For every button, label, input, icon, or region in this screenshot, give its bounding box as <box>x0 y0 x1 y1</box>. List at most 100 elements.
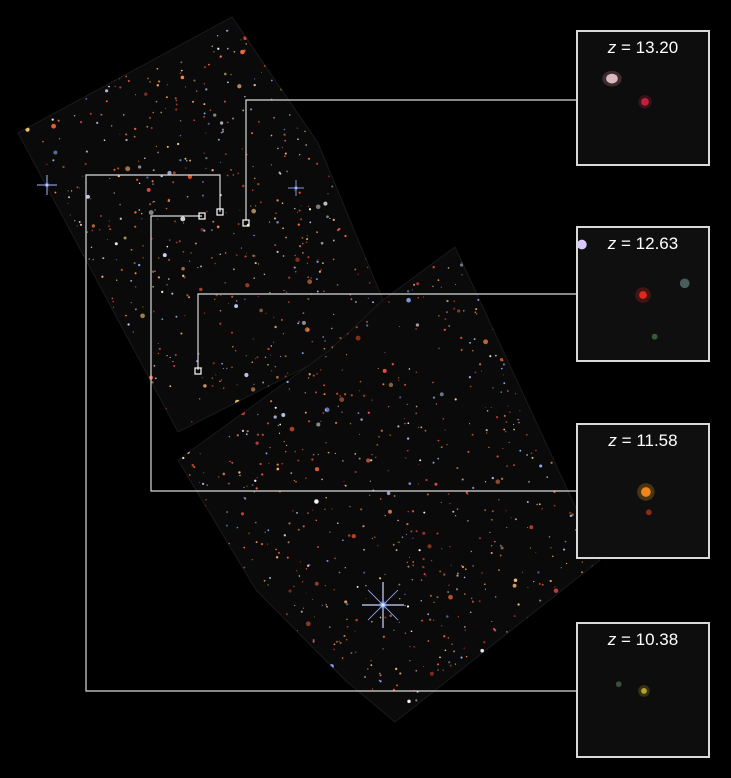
galaxy-speck <box>469 341 472 344</box>
galaxy-speck <box>125 166 131 172</box>
galaxy-speck <box>466 690 472 696</box>
galaxy-speck <box>269 446 271 449</box>
galaxy-speck <box>321 604 323 606</box>
galaxy-speck <box>243 497 247 500</box>
galaxy-speck <box>172 171 176 175</box>
redshift-label-z1263: z = 12.63 <box>607 234 679 253</box>
galaxy-speck <box>476 720 478 722</box>
galaxy-speck <box>64 279 67 283</box>
galaxy-speck <box>191 658 194 661</box>
galaxy-speck <box>188 260 191 262</box>
galaxy-speck <box>108 85 110 88</box>
galaxy-speck <box>28 410 31 413</box>
galaxy-speck <box>274 668 277 671</box>
galaxy-speck <box>97 51 100 54</box>
galaxy-speck <box>267 697 269 699</box>
galaxy-speck <box>389 614 393 618</box>
galaxy-speck <box>576 605 578 607</box>
galaxy-speck <box>117 167 120 170</box>
galaxy-speck <box>553 504 556 507</box>
galaxy-speck <box>250 108 253 111</box>
galaxy-speck <box>481 716 484 719</box>
galaxy-speck <box>479 537 481 540</box>
galaxy-speck <box>478 600 481 603</box>
galaxy-speck <box>157 28 160 31</box>
galaxy-speck <box>88 258 90 260</box>
galaxy-speck <box>429 594 433 597</box>
galaxy-speck <box>463 576 466 579</box>
galaxy-speck <box>297 528 300 531</box>
galaxy-speck <box>493 720 496 722</box>
galaxy-speck <box>247 32 250 34</box>
galaxy-speck <box>196 651 200 655</box>
galaxy-speck <box>567 649 570 652</box>
galaxy-speck <box>512 254 514 256</box>
galaxy-speck <box>490 518 493 521</box>
galaxy-speck <box>196 653 199 655</box>
galaxy-speck <box>491 476 494 480</box>
galaxy-speck <box>246 485 248 488</box>
galaxy-speck <box>382 383 385 386</box>
galaxy-speck <box>328 709 331 712</box>
galaxy-speck <box>60 97 62 100</box>
galaxy-speck <box>214 426 217 428</box>
galaxy-speck <box>203 548 206 551</box>
galaxy-speck <box>526 454 529 456</box>
galaxy-speck <box>507 405 509 407</box>
galaxy-speck <box>55 364 57 366</box>
galaxy-speck <box>103 139 106 141</box>
galaxy-speck <box>42 251 45 254</box>
galaxy-speck <box>283 440 286 443</box>
galaxy-speck <box>437 457 440 460</box>
galaxy-speck <box>316 162 319 165</box>
galaxy-speck <box>346 354 348 356</box>
galaxy-speck <box>205 88 208 91</box>
galaxy-speck <box>513 464 516 467</box>
galaxy-speck <box>404 604 406 607</box>
galaxy-speck <box>73 115 76 117</box>
galaxy-speck <box>337 405 339 407</box>
galaxy-speck <box>232 174 235 176</box>
galaxy-speck <box>234 659 236 661</box>
galaxy-speck <box>349 711 352 714</box>
galaxy-speck <box>21 174 27 180</box>
galaxy-speck <box>506 390 509 392</box>
galaxy-speck <box>324 584 327 587</box>
galaxy-speck <box>444 429 446 431</box>
galaxy-speck <box>460 348 463 351</box>
galaxy-speck <box>297 60 299 62</box>
galaxy-speck <box>211 377 214 380</box>
galaxy-speck <box>18 312 22 317</box>
galaxy-speck <box>561 406 564 409</box>
galaxy-speck <box>170 425 174 429</box>
galaxy-speck <box>432 285 434 288</box>
galaxy-speck <box>203 66 206 69</box>
galaxy-speck <box>409 645 411 648</box>
galaxy-speck <box>460 565 463 567</box>
galaxy-speck <box>244 372 249 378</box>
galaxy-speck <box>325 603 327 606</box>
galaxy-speck <box>415 265 417 267</box>
galaxy-speck <box>182 456 185 460</box>
galaxy-speck <box>577 393 580 397</box>
galaxy-speck <box>46 68 49 71</box>
galaxy-speck <box>172 360 174 363</box>
galaxy-speck <box>490 406 492 408</box>
galaxy-speck <box>393 495 396 497</box>
galaxy-speck <box>293 634 298 638</box>
galaxy-speck <box>567 643 570 646</box>
galaxy-speck <box>426 493 429 496</box>
galaxy-speck <box>316 290 319 293</box>
galaxy-speck <box>338 571 341 574</box>
galaxy-speck <box>276 221 279 224</box>
galaxy-speck <box>157 276 161 279</box>
galaxy-speck <box>529 547 531 549</box>
galaxy-speck <box>156 67 159 70</box>
galaxy-speck <box>203 112 206 115</box>
galaxy-speck <box>554 395 559 401</box>
galaxy-speck <box>55 404 58 407</box>
galaxy-speck <box>489 355 492 358</box>
galaxy-speck <box>411 510 415 513</box>
galaxy-speck <box>365 585 367 587</box>
galaxy-speck <box>238 471 241 474</box>
